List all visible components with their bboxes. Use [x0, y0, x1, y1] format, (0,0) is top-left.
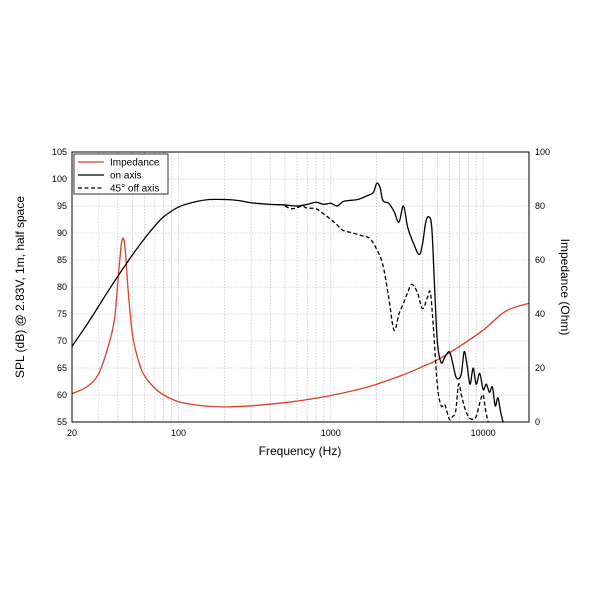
- legend-label-impedance: Impedance: [110, 158, 160, 169]
- y-tick-label: 65: [57, 363, 67, 373]
- x-tick-label: 1000: [321, 428, 341, 438]
- y-tick-label: 75: [57, 309, 67, 319]
- legend: Impedance on axis 45° off axis: [73, 153, 169, 195]
- plot-frame: [71, 151, 530, 423]
- y2-tick-label: 60: [535, 255, 545, 265]
- series-line-off-axis: [284, 205, 489, 422]
- y-axis-title: SPL (dB) @ 2.83V, 1m, half space: [13, 196, 27, 378]
- y2-tick-label: 20: [535, 363, 545, 373]
- y2-tick-label: 0: [535, 417, 540, 427]
- y2-tick-label: 80: [535, 201, 545, 211]
- x-axis-title: Frequency (Hz): [259, 444, 342, 458]
- legend-label-off-axis: 45° off axis: [110, 184, 159, 195]
- series-line-on-axis: [72, 182, 504, 422]
- y-tick-label: 95: [57, 201, 67, 211]
- y-tick-label: 70: [57, 336, 67, 346]
- x-tick-label: 20: [67, 428, 77, 438]
- legend-box: [73, 153, 169, 195]
- x-tick-label: 10000: [471, 428, 496, 438]
- y2-tick-label: 100: [535, 147, 550, 157]
- y-tick-label: 80: [57, 282, 67, 292]
- y-tick-label: 60: [57, 390, 67, 400]
- y2-axis-title: Impedance (Ohm): [558, 239, 572, 336]
- y2-tick-label: 40: [535, 309, 545, 319]
- tick-labels: 20 100 1000 10000 55 60 65 70 75 80 85 90 95 100 105 0 2…: [52, 147, 550, 438]
- y-tick-label: 55: [57, 417, 67, 427]
- y-tick-label: 85: [57, 255, 67, 265]
- series-line-impedance: [72, 237, 529, 408]
- y-tick-label: 90: [57, 228, 67, 238]
- y-tick-label: 105: [52, 147, 67, 157]
- x-tick-label: 100: [171, 428, 186, 438]
- legend-label-on-axis: on axis: [110, 171, 142, 182]
- y-tick-label: 100: [52, 174, 67, 184]
- data-lines: [72, 182, 529, 422]
